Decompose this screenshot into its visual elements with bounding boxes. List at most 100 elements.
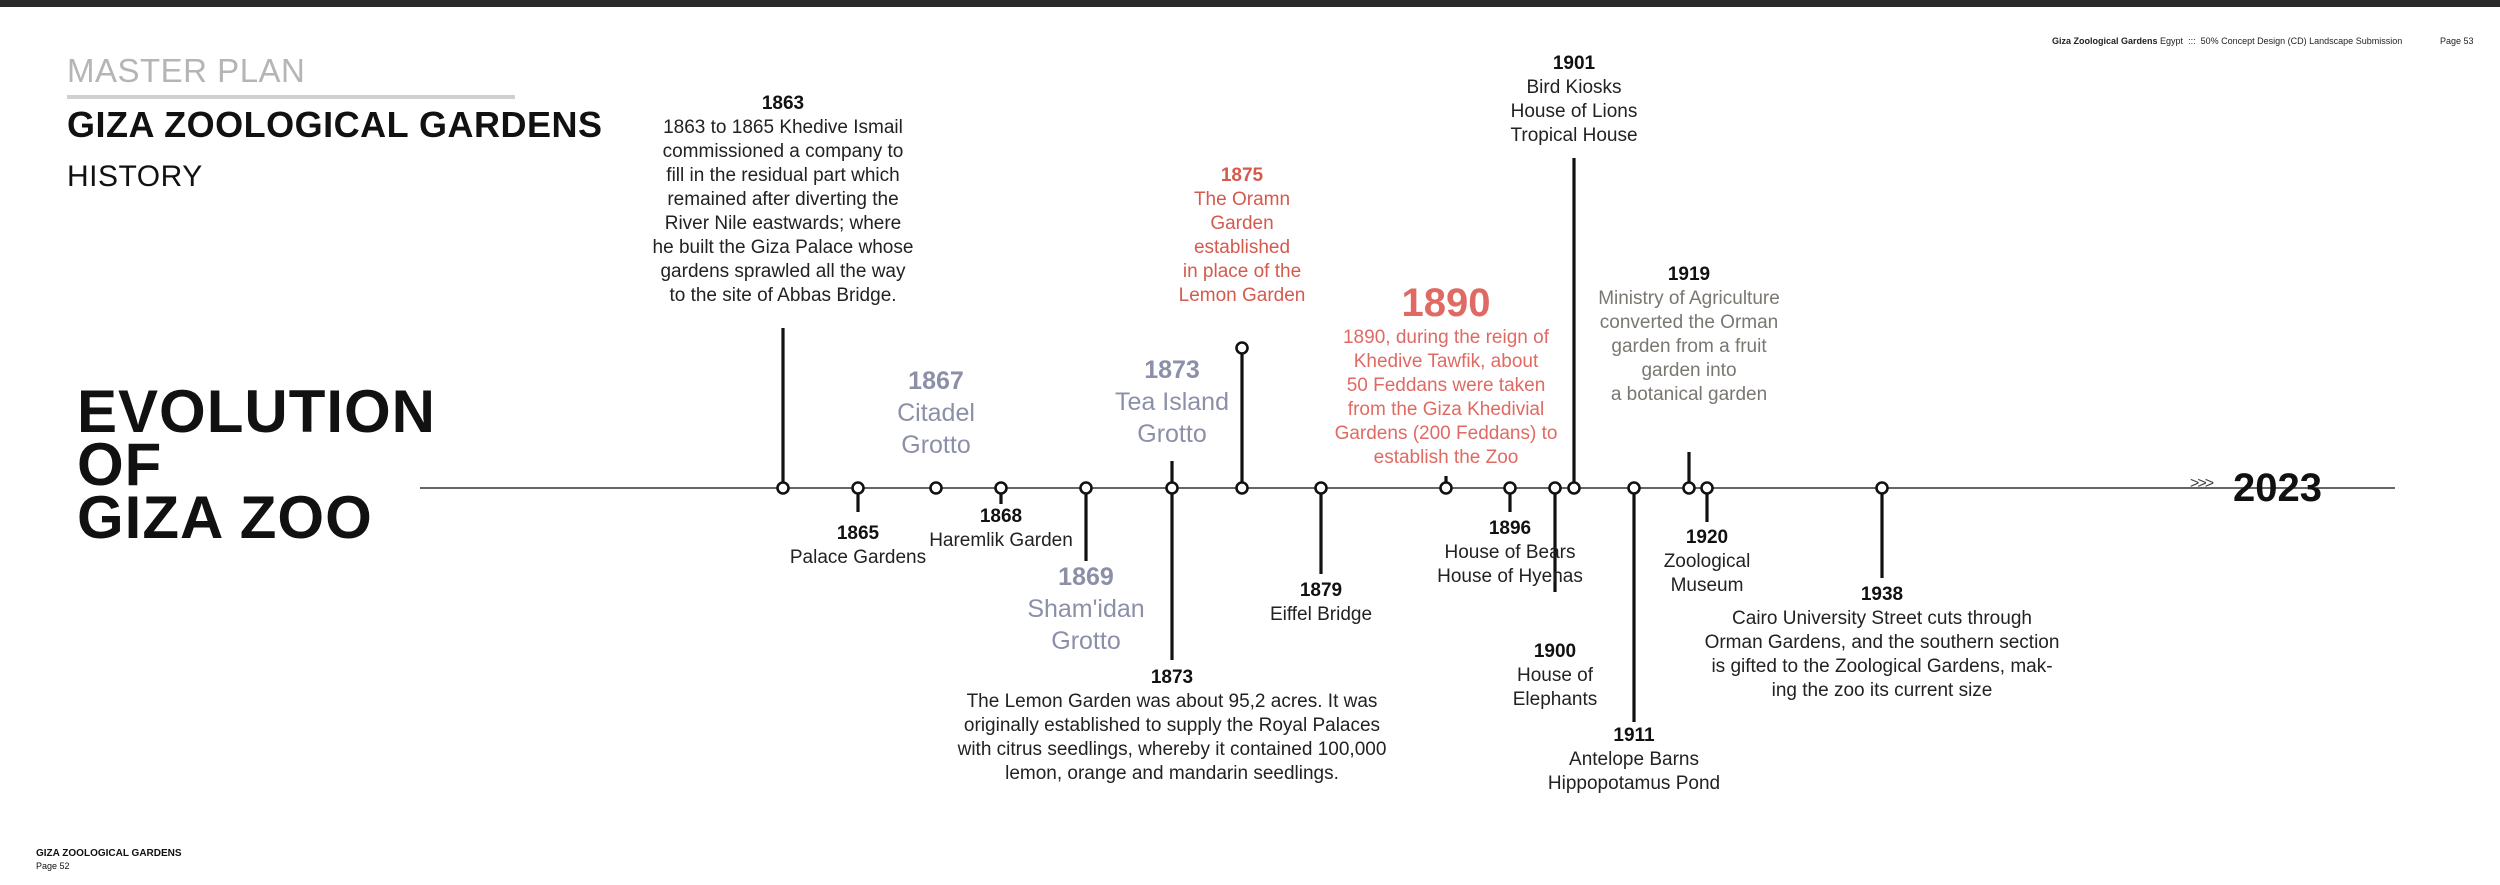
event-year: 1868 — [979, 506, 1023, 527]
timeline-node-1867 — [929, 481, 943, 495]
event-year: 1879 — [1299, 580, 1343, 601]
event-year: 1867 — [908, 367, 964, 395]
event-description-line: House of Hyenas — [1437, 566, 1583, 587]
timeline-node-1873 — [1165, 481, 1179, 495]
timeline-event-e1873b: 1873 The Lemon Garden was about 95,2 acre… — [958, 666, 1387, 786]
timeline-node-1901 — [1567, 481, 1581, 495]
timeline-event-e1919: 1919 Ministry of Agriculture converted the… — [1598, 263, 1780, 407]
timeline-event-e1867: 1867 Citadel Grotto — [897, 365, 975, 461]
timeline-end-year: 2023 — [2233, 466, 2322, 510]
event-description-line: with citrus seedlings, whereby it contai… — [957, 739, 1387, 760]
event-description-line: River Nile eastwards; where — [664, 213, 902, 234]
timeline-node-1865 — [851, 481, 865, 495]
footer-title: GIZA ZOOLOGICAL GARDENS — [36, 848, 182, 859]
event-description-line: House of Lions — [1510, 101, 1638, 122]
event-year: 1865 — [836, 523, 880, 544]
event-description-line: garden into — [1641, 360, 1737, 381]
event-year: 1900 — [1533, 641, 1577, 662]
event-description-line: Elephants — [1512, 689, 1598, 710]
header-separator: ::: — [2188, 36, 2196, 46]
event-description-line: The Lemon Garden was about 95,2 acres. I… — [966, 691, 1378, 712]
event-description-line: in place of the — [1182, 261, 1302, 282]
event-year: 1869 — [1058, 563, 1114, 591]
event-year: 1875 — [1220, 165, 1264, 186]
event-description-line: Cairo University Street cuts through — [1732, 608, 2032, 629]
page-header: Giza Zoological Gardens Egypt ::: 50% Co… — [2052, 36, 2402, 46]
event-year: 1873 — [1144, 356, 1200, 384]
timeline-node-1868 — [994, 481, 1008, 495]
event-description-line: 1863 to 1865 Khedive Ismail — [663, 117, 903, 138]
header-project: Giza Zoological Gardens — [2052, 36, 2158, 46]
event-description-line: Garden — [1210, 213, 1274, 234]
event-description-line: Sham'idan — [1027, 595, 1145, 623]
top-border-bar — [0, 0, 2500, 7]
event-description-line: establish the Zoo — [1373, 447, 1519, 468]
timeline-event-e1875: 1875 The Oramn Garden established in place o… — [1179, 164, 1306, 308]
timeline-node-1869 — [1079, 481, 1093, 495]
timeline-node-1890 — [1439, 481, 1453, 495]
event-description-line: Ministry of Agriculture — [1598, 288, 1780, 309]
event-description-line: House of — [1516, 665, 1594, 686]
timeline-node-1911 — [1627, 481, 1641, 495]
event-year: 1890 — [1401, 281, 1491, 325]
main-heading-line-2: OF — [77, 431, 163, 498]
timeline-node-1900 — [1548, 481, 1562, 495]
event-description-line: is gifted to the Zoological Gardens, mak… — [1711, 656, 2053, 677]
page-title: GIZA ZOOLOGICAL GARDENS — [67, 104, 603, 145]
event-description-line: gardens sprawled all the way — [660, 261, 906, 282]
timeline-event-e1868: 1868 Haremlik Garden — [929, 505, 1073, 553]
event-description-line: a botanical garden — [1610, 384, 1768, 405]
header-submission: 50% Concept Design (CD) Landscape Submis… — [2200, 36, 2403, 46]
timeline-event-e1896: 1896 House of Bears House of Hyenas — [1437, 517, 1583, 589]
event-description-line: Orman Gardens, and the southern section — [1704, 632, 2060, 653]
timeline-event-e1901: 1901 Bird Kiosks House of Lions Tropical Ho… — [1510, 52, 1637, 148]
timeline-node-1919 — [1682, 481, 1696, 495]
timeline-node-1938 — [1875, 481, 1889, 495]
event-description-line: he built the Giza Palace whose — [652, 237, 914, 258]
section-label: MASTER PLAN — [67, 52, 306, 89]
timeline-node-1920 — [1700, 481, 1714, 495]
event-year: 1920 — [1685, 527, 1729, 548]
event-description-line: Hippopotamus Pond — [1547, 773, 1721, 794]
timeline-node-1879 — [1314, 481, 1328, 495]
event-description-line: Haremlik Garden — [929, 530, 1073, 551]
timeline-event-e1879: 1879 Eiffel Bridge — [1270, 579, 1372, 627]
event-year: 1919 — [1667, 264, 1711, 285]
event-description-line: 1890, during the reign of — [1342, 327, 1549, 348]
event-description-line: to the site of Abbas Bridge. — [669, 285, 897, 306]
event-description-line: commissioned a company to — [662, 141, 904, 162]
timeline-node-1896 — [1503, 481, 1517, 495]
event-description-line: Gardens (200 Feddans) to — [1334, 423, 1558, 444]
event-description-line: Museum — [1670, 575, 1744, 596]
event-description-line: ing the zoo its current size — [1771, 680, 1993, 701]
event-year: 1896 — [1488, 518, 1532, 539]
timeline-event-e1890: 1890 1890, during the reign of Khedive Taw… — [1335, 280, 1558, 470]
timeline-event-e1873a: 1873 Tea Island Grotto — [1115, 354, 1229, 450]
event-description-line: Palace Gardens — [789, 547, 927, 568]
event-description-line: Lemon Garden — [1178, 285, 1306, 306]
event-year: 1863 — [761, 93, 805, 114]
event-description-line: Tropical House — [1510, 125, 1638, 146]
page-subtitle: HISTORY — [67, 160, 203, 193]
event-description-line: The Oramn — [1193, 189, 1291, 210]
event-description-line: Citadel — [897, 399, 975, 427]
timeline-event-e1920: 1920 Zoological Museum — [1664, 526, 1751, 598]
event-description-line: fill in the residual part which — [666, 165, 900, 186]
timeline-event-e1938: 1938 Cairo University Street cuts through… — [1705, 583, 2060, 703]
event-year: 1911 — [1613, 725, 1655, 746]
main-heading-line-3: GIZA ZOO — [77, 484, 373, 551]
event-description-line: Antelope Barns — [1569, 749, 1699, 770]
event-year: 1901 — [1552, 53, 1596, 74]
timeline-event-e1911: 1911 Antelope Barns Hippopotamus Pond — [1548, 724, 1720, 796]
event-description-line: Grotto — [1051, 627, 1121, 655]
timeline-stem-end-1875 — [1235, 341, 1249, 355]
event-description-line: Bird Kiosks — [1526, 77, 1622, 98]
event-description-line: Grotto — [901, 431, 971, 459]
header-page-number: Page 53 — [2440, 36, 2474, 46]
event-description-line: Tea Island — [1115, 388, 1229, 416]
event-year: 1873 — [1150, 667, 1194, 688]
event-description-line: garden from a fruit — [1611, 336, 1767, 357]
event-description-line: Eiffel Bridge — [1269, 604, 1373, 625]
event-description-line: lemon, orange and mandarin seedlings. — [1005, 763, 1339, 784]
